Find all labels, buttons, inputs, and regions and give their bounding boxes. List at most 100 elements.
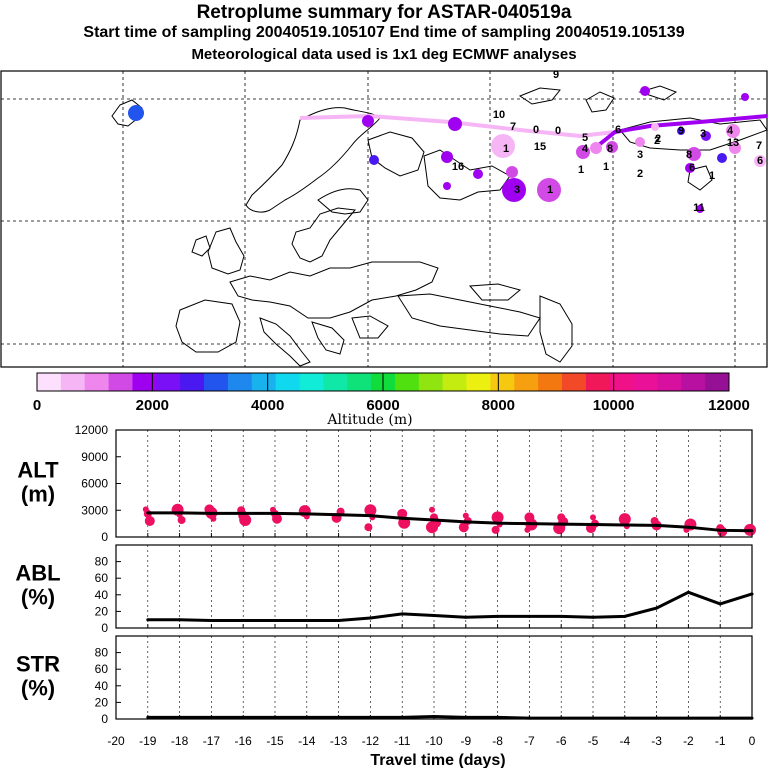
cluster-dot	[473, 169, 483, 179]
cluster-label: 5	[582, 132, 588, 144]
panel-unit: (m)	[21, 482, 55, 507]
altitude-spread-dot	[618, 513, 631, 526]
colorbar-swatch	[37, 373, 62, 391]
abl-data-point	[591, 615, 595, 619]
xtick-label: -9	[460, 734, 471, 748]
alt-data-point	[305, 512, 309, 516]
panel-alt: 0 3000 6000 9000 12000 ALT(m)	[17, 423, 756, 544]
cluster-dot	[741, 93, 749, 101]
cluster-dot	[441, 151, 453, 163]
ytick-label: 20	[95, 604, 109, 618]
colorbar-swatch	[442, 373, 468, 391]
colorbar-swatch	[275, 373, 300, 391]
xtick-label: -16	[235, 734, 253, 748]
cluster-label: 15	[534, 141, 546, 153]
cluster-label: 0	[533, 124, 539, 136]
altitude-spread-dot	[429, 506, 435, 513]
colorbar-swatch	[466, 373, 491, 391]
xtick-label: -5	[588, 734, 599, 748]
abl-data-point	[209, 619, 213, 623]
xtick-label: 0	[749, 734, 756, 748]
colorbar-swatch	[514, 373, 539, 391]
coastlines	[111, 85, 768, 367]
alt-data-point	[591, 523, 595, 527]
colorbar-tick-label: 8000	[482, 397, 515, 414]
cluster-label: 1	[603, 161, 609, 173]
ytick-label: 60	[95, 662, 109, 676]
colorbar-swatch	[180, 373, 205, 391]
ytick-label: 40	[95, 588, 109, 602]
alt-data-point	[146, 511, 150, 515]
abl-data-point	[273, 619, 277, 623]
colorbar-swatch	[251, 373, 277, 391]
cluster-dot	[754, 155, 766, 167]
abl-data-point	[750, 592, 754, 596]
abl-data-point	[623, 614, 627, 618]
alt-data-point	[464, 520, 468, 524]
colorbar-swatch	[323, 373, 348, 391]
cluster-dot	[687, 147, 701, 161]
cluster-label: 7	[756, 140, 762, 152]
altitude-spread-dot	[458, 522, 469, 533]
cluster-label: 6	[689, 162, 695, 174]
cluster-label: 2	[654, 135, 660, 147]
abl-data-point	[718, 602, 722, 606]
cluster-dot	[491, 134, 515, 158]
xtick-label: -6	[556, 734, 567, 748]
colorbar-tick-label: 4000	[251, 397, 284, 414]
colorbar-swatch	[561, 373, 587, 391]
cluster-label: 11	[693, 202, 705, 214]
alt-data-point	[686, 525, 690, 529]
colorbar-swatch	[132, 373, 157, 391]
altitude-spread-dot	[491, 511, 504, 524]
ytick-label: 0	[101, 530, 108, 544]
altitude-spread-dot	[524, 526, 531, 533]
abl-data-point	[559, 614, 563, 618]
cluster-label: 1	[709, 170, 715, 182]
altitude-spread-dot	[397, 508, 408, 519]
cluster-dot	[590, 142, 602, 154]
cluster-label: 0	[555, 125, 561, 137]
colorbar-swatch	[60, 373, 86, 391]
cluster-dot	[362, 115, 374, 127]
abl-data-point	[241, 619, 245, 623]
abl-data-point	[527, 614, 531, 618]
ytick-label: 3000	[81, 503, 108, 517]
xtick-label: -15	[266, 734, 284, 748]
ytick-label: 6000	[81, 477, 108, 491]
cluster-label: 2	[655, 133, 661, 145]
colorbar-tick-label: 12000	[708, 397, 750, 414]
colorbar-tick-label: 0	[33, 397, 41, 414]
xtick-label: -7	[524, 734, 535, 748]
colorbar-swatch	[705, 373, 730, 391]
panel-title: ALT	[17, 458, 59, 483]
cluster-dot	[537, 178, 561, 202]
ytick-label: 0	[101, 621, 108, 635]
alt-data-point	[400, 516, 404, 520]
cluster-label: 9	[553, 69, 559, 81]
colorbar-swatch	[227, 373, 253, 391]
colorbar-label: Altitude (m)	[326, 412, 412, 428]
colorbar-swatch	[681, 373, 706, 391]
xaxis-label: Travel time (days)	[370, 752, 505, 768]
colorbar-swatch	[490, 373, 515, 391]
abl-data-point	[178, 618, 182, 622]
trajectory-segment-high	[593, 114, 768, 150]
plume-clusters	[128, 86, 766, 213]
abl-data-point	[432, 614, 436, 618]
map-frame	[0, 70, 768, 368]
ytick-label: 20	[95, 695, 109, 709]
panel-title: STR	[16, 652, 60, 677]
sampling-time-line: Start time of sampling 20040519.105107 E…	[83, 24, 685, 41]
ytick-label: 80	[95, 555, 109, 569]
abl-data-point	[305, 619, 309, 623]
colorbar-swatch	[108, 373, 133, 391]
altitude-colorbar: 0 2000 4000 6000 8000 10000 12000	[33, 372, 750, 414]
abl-data-point	[464, 615, 468, 619]
altitude-spread-dot	[272, 513, 282, 524]
ytick-label: 12000	[75, 423, 109, 437]
abl-data-point	[655, 606, 659, 610]
cluster-dot	[651, 123, 659, 131]
altitude-spread-dot	[210, 515, 217, 522]
